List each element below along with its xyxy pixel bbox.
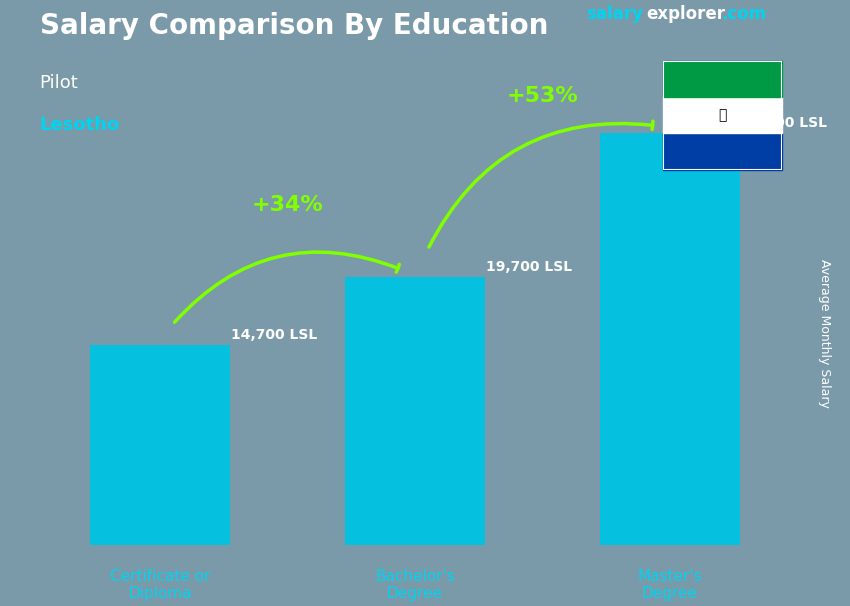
Text: Certificate or
Diploma: Certificate or Diploma: [110, 569, 210, 601]
Text: 19,700 LSL: 19,700 LSL: [486, 260, 572, 274]
Text: Salary Comparison By Education: Salary Comparison By Education: [40, 13, 548, 41]
Text: Lesotho: Lesotho: [40, 116, 120, 134]
Text: 30,300 LSL: 30,300 LSL: [741, 116, 827, 130]
Text: +34%: +34%: [252, 195, 323, 215]
Bar: [663, 97, 782, 133]
Bar: [90, 345, 230, 545]
Bar: [90, 345, 230, 545]
Text: ⛺: ⛺: [718, 108, 727, 122]
Bar: [663, 61, 782, 97]
Text: explorer: explorer: [646, 5, 725, 22]
Bar: [345, 277, 485, 545]
Text: Bachelor's
Degree: Bachelor's Degree: [375, 569, 455, 601]
Text: .com: .com: [722, 5, 767, 22]
Text: 14,700 LSL: 14,700 LSL: [231, 328, 318, 342]
Bar: [600, 133, 740, 545]
Text: Master's
Degree: Master's Degree: [638, 569, 702, 601]
Text: Pilot: Pilot: [40, 75, 78, 93]
Bar: [345, 277, 485, 545]
Text: salary: salary: [586, 5, 643, 22]
Bar: [663, 133, 782, 170]
Text: +53%: +53%: [507, 86, 578, 106]
Text: Average Monthly Salary: Average Monthly Salary: [818, 259, 831, 408]
Bar: [600, 133, 740, 545]
